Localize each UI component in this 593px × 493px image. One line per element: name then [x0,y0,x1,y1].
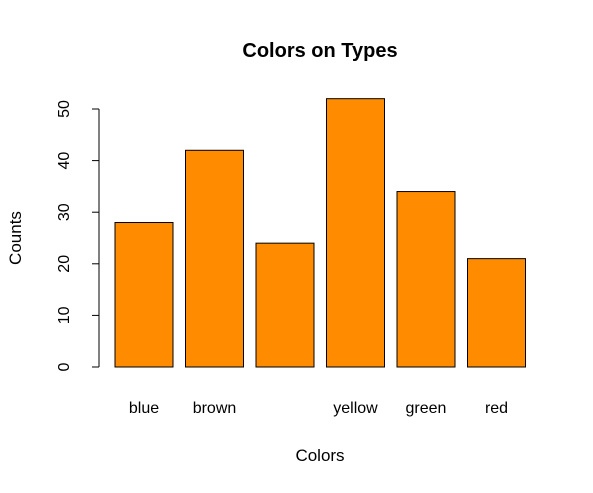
bar-blue [114,222,174,368]
y-axis: 0 10 20 30 40 50 [56,100,100,371]
x-axis-label: Colors [295,446,344,465]
x-tick-label: brown [193,400,237,417]
x-tick-label: green [406,400,447,417]
x-tick-label: red [485,400,508,417]
x-tick-label: yellow [333,400,378,417]
bar-green [396,191,456,368]
y-tick-label: 30 [56,203,73,221]
y-axis-label: Counts [6,211,25,265]
chart-title: Colors on Types [242,40,397,62]
bar-unlabeled [255,242,315,368]
bars-group [114,98,526,368]
y-tick-label: 40 [56,152,73,170]
bar-yellow [326,98,385,368]
bar-red [467,258,526,368]
y-tick-label: 0 [56,362,73,371]
x-tick-labels: blue brown yellow green red [129,400,508,417]
x-tick-label: blue [129,400,159,417]
y-tick-label: 50 [56,100,73,118]
y-tick-label: 20 [56,255,73,273]
y-tick-label: 10 [56,306,73,324]
bar-brown [185,149,244,368]
